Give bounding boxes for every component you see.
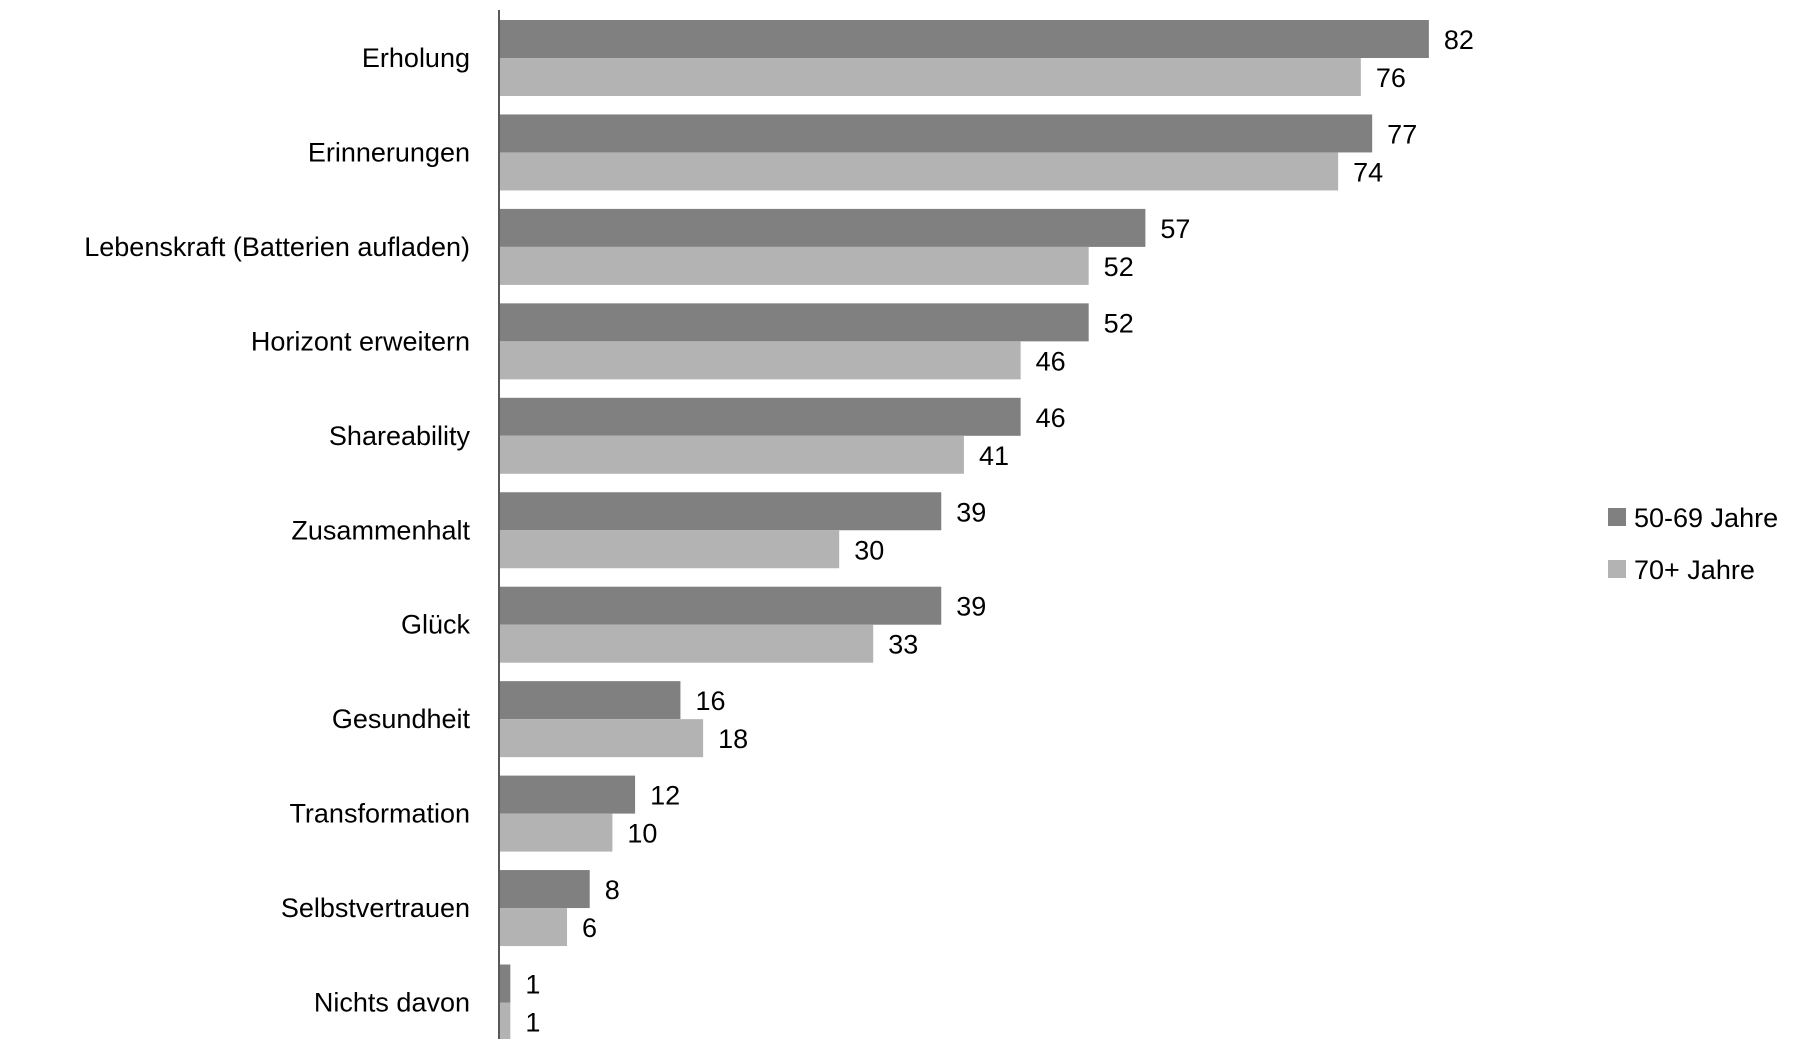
value-label: 30 xyxy=(854,535,884,565)
legend: 50-69 Jahre 70+ Jahre xyxy=(1608,503,1778,585)
bars-group xyxy=(499,20,1429,1039)
category-labels: Erholung Erinnerungen Lebenskraft (Batteri… xyxy=(84,43,470,1018)
bar-series1 xyxy=(499,114,1373,153)
value-label: 18 xyxy=(718,724,748,754)
value-label: 46 xyxy=(1036,346,1066,376)
value-label: 12 xyxy=(650,781,680,811)
bar-series2 xyxy=(499,58,1361,96)
bar-series2 xyxy=(499,624,874,663)
bar-series2 xyxy=(499,813,613,852)
legend-swatch xyxy=(1608,508,1626,526)
category-label: Glück xyxy=(401,610,471,640)
bar-series1 xyxy=(499,870,590,909)
category-label: Lebenskraft (Batterien aufladen) xyxy=(84,232,470,262)
bar-series2 xyxy=(499,152,1339,191)
bar-series1 xyxy=(499,492,942,531)
category-label: Horizont erweitern xyxy=(251,326,470,356)
bar-series1 xyxy=(499,20,1429,58)
value-label: 76 xyxy=(1376,63,1406,93)
value-label: 8 xyxy=(605,875,620,905)
value-label: 46 xyxy=(1036,403,1066,433)
legend-swatch xyxy=(1608,560,1626,578)
legend-label: 50-69 Jahre xyxy=(1634,503,1778,533)
bar-series1 xyxy=(499,681,681,720)
category-label: Selbstvertrauen xyxy=(281,893,470,923)
bar-series1 xyxy=(499,303,1089,342)
value-label: 16 xyxy=(695,686,725,716)
bar-series2 xyxy=(499,719,704,758)
category-label: Gesundheit xyxy=(332,704,471,734)
value-label: 74 xyxy=(1353,157,1383,187)
bar-series2 xyxy=(499,341,1021,380)
value-label: 41 xyxy=(979,441,1009,471)
bar-series1 xyxy=(499,397,1021,436)
value-label: 39 xyxy=(956,497,986,527)
bar-series1 xyxy=(499,964,511,1003)
bar-series1 xyxy=(499,775,636,814)
bar-series2 xyxy=(499,435,964,474)
value-label: 77 xyxy=(1387,119,1417,149)
legend-label: 70+ Jahre xyxy=(1634,555,1755,585)
value-label: 6 xyxy=(582,913,597,943)
category-label: Erinnerungen xyxy=(308,137,470,167)
value-label: 82 xyxy=(1444,25,1474,55)
bar-series2 xyxy=(499,1002,511,1039)
category-label: Zusammenhalt xyxy=(291,515,470,545)
value-label: 39 xyxy=(956,592,986,622)
value-label: 52 xyxy=(1104,252,1134,282)
category-label: Transformation xyxy=(289,799,470,829)
bar-series1 xyxy=(499,586,942,625)
value-label: 1 xyxy=(525,1008,540,1038)
bar-series2 xyxy=(499,530,840,569)
bar-series2 xyxy=(499,908,568,947)
value-label: 57 xyxy=(1160,214,1190,244)
bar-series1 xyxy=(499,208,1146,247)
bar-series2 xyxy=(499,246,1089,285)
category-label: Nichts davon xyxy=(314,988,470,1018)
value-label: 1 xyxy=(525,970,540,1000)
value-label: 33 xyxy=(888,630,918,660)
category-label: Shareability xyxy=(329,421,471,451)
category-label: Erholung xyxy=(362,43,470,73)
value-label: 52 xyxy=(1104,308,1134,338)
value-label: 10 xyxy=(627,819,657,849)
